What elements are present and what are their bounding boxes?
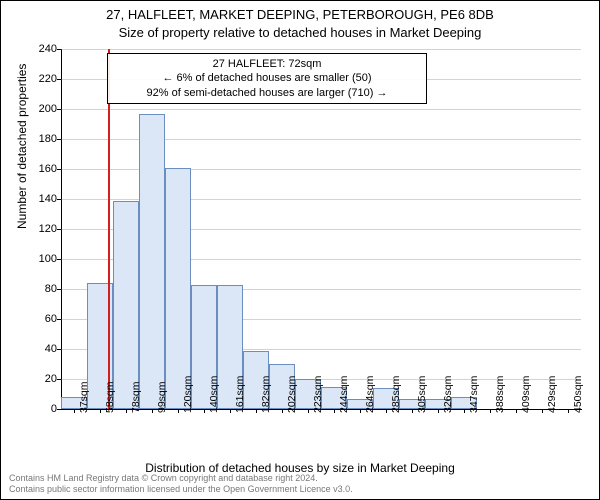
- ytick-mark: [57, 259, 61, 260]
- xtick-mark: [256, 409, 257, 413]
- xtick-mark: [152, 409, 153, 413]
- xtick-mark: [464, 409, 465, 413]
- footer-attribution: Contains HM Land Registry data © Crown c…: [9, 473, 353, 495]
- annotation-line: 92% of semi-detached houses are larger (…: [114, 86, 420, 100]
- ytick-mark: [57, 319, 61, 320]
- xtick-mark: [490, 409, 491, 413]
- chart-title-subtitle: Size of property relative to detached ho…: [1, 25, 599, 40]
- gridline: [61, 109, 581, 110]
- xtick-mark: [308, 409, 309, 413]
- xtick-mark: [204, 409, 205, 413]
- xtick-mark: [126, 409, 127, 413]
- annotation-line: 27 HALFLEET: 72sqm: [114, 57, 420, 71]
- ytick-label: 40: [27, 343, 57, 355]
- ytick-label: 80: [27, 283, 57, 295]
- xtick-mark: [568, 409, 569, 413]
- ytick-mark: [57, 79, 61, 80]
- histogram-bar: [139, 114, 165, 410]
- ytick-label: 220: [27, 73, 57, 85]
- ytick-label: 160: [27, 163, 57, 175]
- chart-title-address: 27, HALFLEET, MARKET DEEPING, PETERBOROU…: [1, 7, 599, 22]
- xtick-mark: [386, 409, 387, 413]
- xtick-mark: [360, 409, 361, 413]
- histogram-bar: [113, 201, 139, 410]
- footer-line1: Contains HM Land Registry data © Crown c…: [9, 473, 353, 484]
- xtick-mark: [282, 409, 283, 413]
- ytick-mark: [57, 49, 61, 50]
- ytick-label: 140: [27, 193, 57, 205]
- ytick-mark: [57, 229, 61, 230]
- ytick-mark: [57, 409, 61, 410]
- ytick-mark: [57, 109, 61, 110]
- footer-line2: Contains public sector information licen…: [9, 484, 353, 495]
- annotation-line: ← 6% of detached houses are smaller (50): [114, 71, 420, 85]
- ytick-label: 200: [27, 103, 57, 115]
- ytick-mark: [57, 349, 61, 350]
- xtick-mark: [334, 409, 335, 413]
- xtick-mark: [100, 409, 101, 413]
- plot-area: 02040608010012014016018020022024037sqm58…: [61, 49, 581, 409]
- gridline: [61, 49, 581, 50]
- xtick-mark: [178, 409, 179, 413]
- ytick-mark: [57, 379, 61, 380]
- ytick-label: 180: [27, 133, 57, 145]
- ytick-label: 100: [27, 253, 57, 265]
- ytick-mark: [57, 139, 61, 140]
- annotation-box: 27 HALFLEET: 72sqm← 6% of detached house…: [107, 53, 427, 104]
- ytick-mark: [57, 199, 61, 200]
- ytick-label: 240: [27, 43, 57, 55]
- chart-container: 27, HALFLEET, MARKET DEEPING, PETERBOROU…: [0, 0, 600, 500]
- ytick-label: 60: [27, 313, 57, 325]
- histogram-bar: [165, 168, 191, 410]
- ytick-label: 120: [27, 223, 57, 235]
- ytick-label: 0: [27, 403, 57, 415]
- xtick-mark: [230, 409, 231, 413]
- xtick-mark: [516, 409, 517, 413]
- ytick-mark: [57, 289, 61, 290]
- ytick-label: 20: [27, 373, 57, 385]
- xtick-mark: [74, 409, 75, 413]
- xtick-mark: [412, 409, 413, 413]
- xtick-mark: [438, 409, 439, 413]
- xtick-mark: [542, 409, 543, 413]
- ytick-mark: [57, 169, 61, 170]
